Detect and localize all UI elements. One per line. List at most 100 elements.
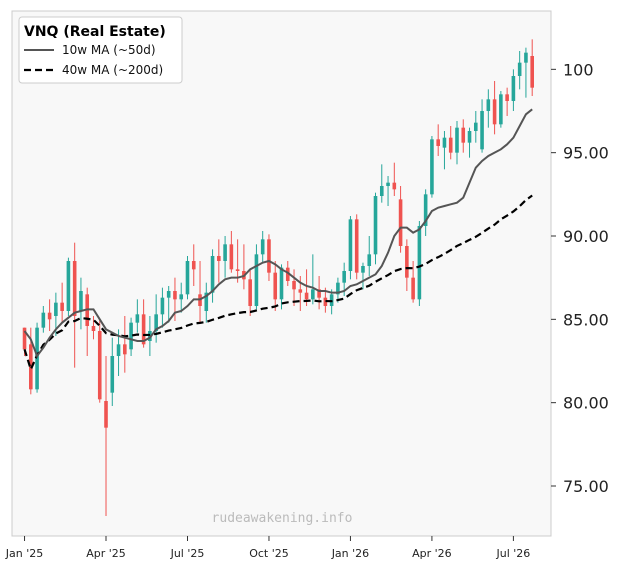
candle-body — [373, 196, 378, 255]
candle-body — [517, 62, 522, 76]
x-tick-label: Oct '25 — [249, 547, 289, 560]
candle-body — [47, 312, 52, 320]
candle-body — [461, 127, 466, 143]
candle-body — [480, 111, 484, 150]
candle-body — [354, 219, 359, 273]
candle-body — [499, 94, 503, 125]
candle-body — [79, 291, 83, 311]
y-tick-label: 85.00 — [563, 310, 609, 329]
candle-body — [104, 401, 108, 428]
candle-body — [423, 194, 428, 226]
candle-body — [204, 292, 209, 311]
candle-body — [467, 131, 472, 143]
candle-body — [273, 272, 278, 300]
candle-body — [473, 122, 478, 131]
y-tick-label: 95.00 — [563, 144, 609, 163]
candle-body — [317, 289, 321, 298]
candle-body — [492, 99, 497, 125]
candle-body — [223, 244, 227, 261]
candle-body — [72, 261, 77, 316]
candle-body — [54, 302, 58, 316]
candle-body — [97, 331, 102, 400]
y-tick-label: 100 — [563, 60, 594, 79]
candle-body — [304, 292, 309, 300]
candle-body — [530, 56, 534, 88]
candle-body — [60, 302, 64, 311]
candle-body — [217, 256, 221, 261]
watermark: rudeawakening.info — [212, 511, 353, 526]
x-tick-label: Apr '26 — [412, 547, 452, 560]
candle-body — [185, 261, 190, 295]
candle-body — [379, 186, 384, 196]
candle-body — [298, 289, 303, 293]
candle-body — [141, 314, 146, 345]
candle-body — [210, 256, 215, 293]
candle-body — [22, 327, 27, 350]
candle-body — [336, 282, 340, 295]
candle-body — [248, 279, 252, 306]
x-tick-label: Apr '25 — [86, 547, 126, 560]
candle-body — [66, 261, 71, 311]
legend: VNQ (Real Estate) 10w MA (~50d) 40w MA (… — [18, 16, 183, 84]
candle-body — [398, 199, 403, 246]
candle-body — [166, 291, 171, 298]
legend-box — [18, 16, 183, 84]
candle-body — [448, 137, 453, 153]
x-tick-label: Jan '26 — [331, 547, 369, 560]
chart-title: VNQ (Real Estate) — [24, 24, 166, 40]
candle-body — [260, 239, 265, 255]
candle-body — [191, 261, 196, 270]
candle-body — [229, 244, 234, 270]
candle-body — [436, 139, 440, 146]
candle-body — [292, 281, 296, 290]
candle-body — [417, 226, 422, 300]
candle-body — [267, 239, 271, 273]
candle-body — [505, 94, 509, 101]
candle-body — [235, 269, 240, 271]
candle-body — [392, 182, 397, 190]
candle-body — [160, 297, 165, 315]
ma10-line — [23, 108, 533, 359]
candle-body — [455, 127, 459, 153]
candle-body — [430, 139, 434, 195]
candle-body — [342, 271, 346, 283]
candle-body — [386, 182, 390, 186]
ma40-line — [23, 194, 533, 373]
candle-body — [179, 294, 184, 300]
candle-body — [110, 356, 115, 393]
y-axis: 75.00 80.00 85.00 90.00 95.00 100 — [551, 60, 609, 496]
candle-body — [361, 266, 365, 273]
candle-body — [116, 344, 121, 356]
candle-body — [41, 312, 46, 328]
legend-label-ma10: 10w MA (~50d) — [62, 43, 156, 57]
candle-body — [173, 291, 177, 300]
candle-body — [129, 322, 133, 350]
y-tick-label: 80.00 — [563, 394, 609, 413]
candle-body — [367, 254, 372, 266]
candle-body — [511, 76, 516, 101]
candle-body — [285, 267, 290, 281]
candle-body — [524, 52, 528, 63]
x-axis: Jan '25 Apr '25 Jul '25 Oct '25 Jan '26 Apr '… — [5, 536, 530, 560]
x-tick-label: Jul '26 — [495, 547, 530, 560]
candle-body — [323, 297, 328, 306]
candle-body — [123, 344, 127, 355]
candle-body — [486, 99, 491, 111]
candle-body — [442, 137, 447, 148]
candle-body — [135, 314, 140, 323]
candle-body — [311, 289, 315, 300]
candle-body — [348, 219, 353, 271]
candle-body — [35, 327, 39, 390]
legend-label-ma40: 40w MA (~200d) — [62, 63, 163, 77]
candle-body — [279, 267, 284, 300]
candle-body — [411, 277, 415, 300]
x-tick-label: Jan '25 — [5, 547, 43, 560]
candle-body — [154, 314, 158, 331]
y-tick-label: 90.00 — [563, 227, 609, 246]
candle-body — [405, 246, 409, 278]
x-tick-label: Jul '25 — [170, 547, 205, 560]
candle-body — [91, 326, 96, 331]
candle-body — [254, 254, 259, 306]
y-tick-label: 75.00 — [563, 477, 609, 496]
